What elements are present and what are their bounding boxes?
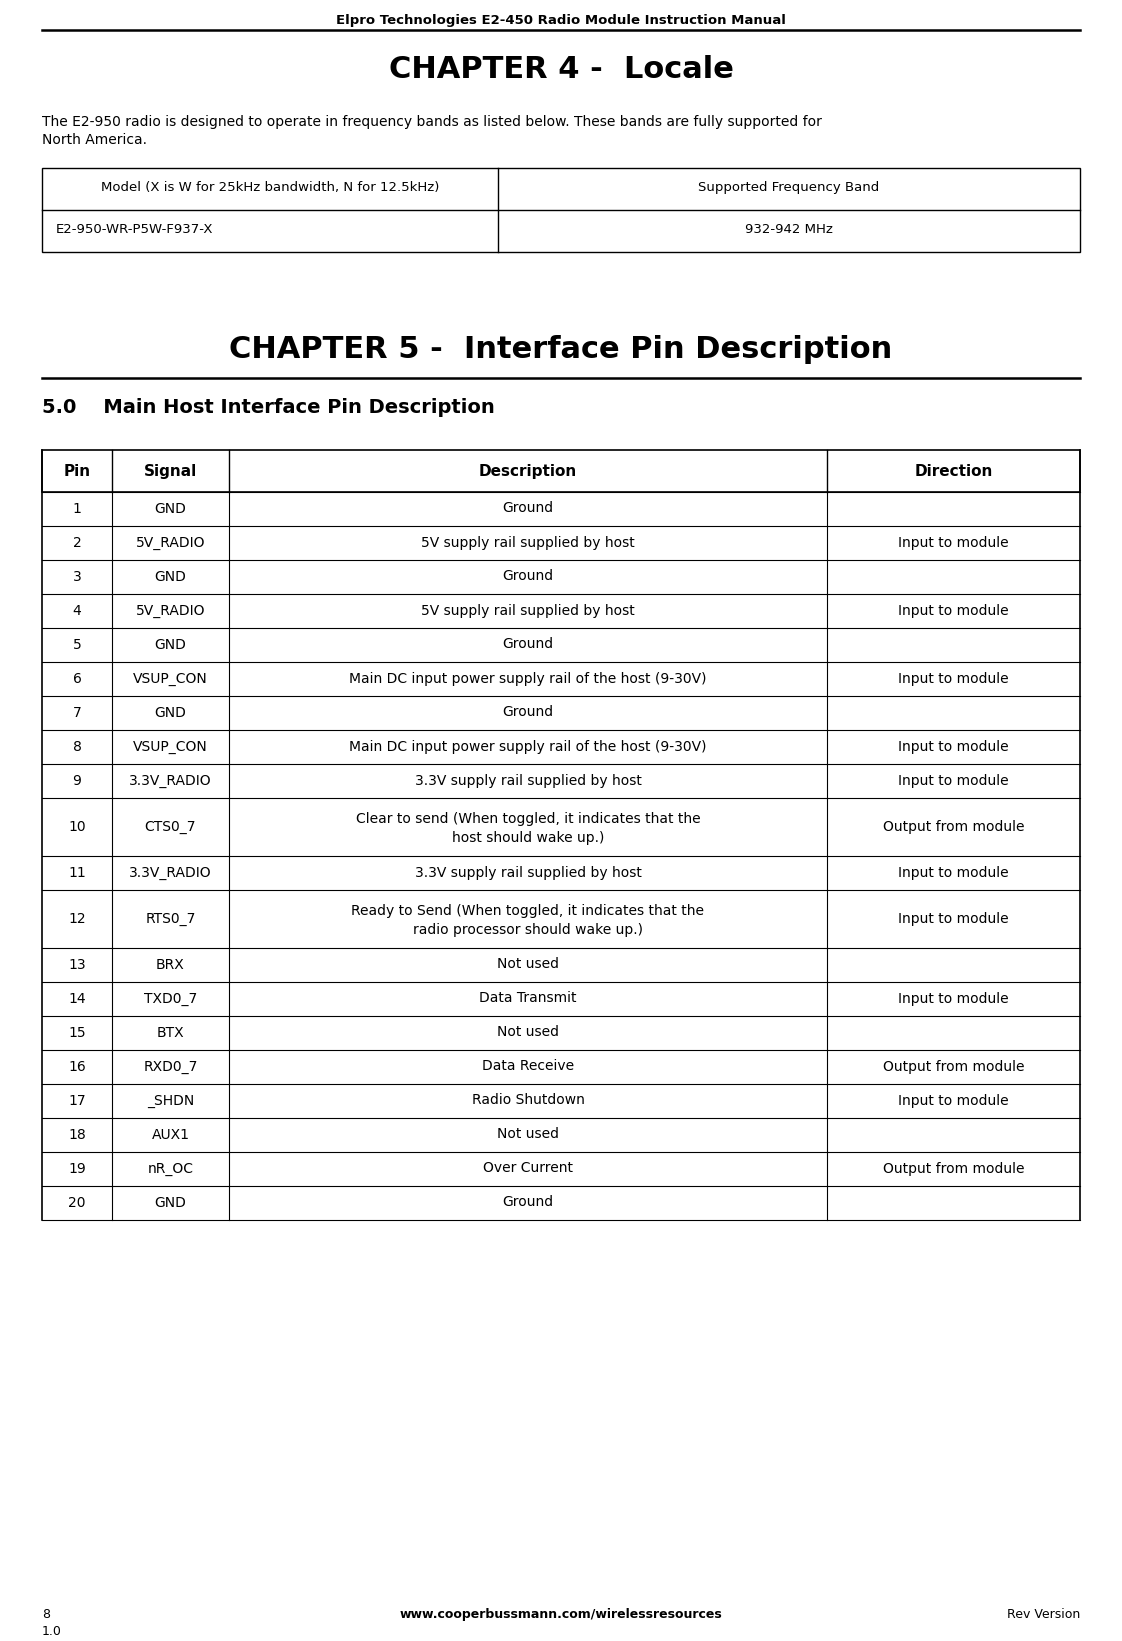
Text: 13: 13 [68,958,85,971]
Text: Ground: Ground [503,502,553,515]
Text: Ground: Ground [503,1196,553,1209]
Text: 5.0    Main Host Interface Pin Description: 5.0 Main Host Interface Pin Description [42,399,495,417]
Text: 8: 8 [42,1608,50,1621]
Text: _SHDN: _SHDN [147,1095,194,1108]
Text: RXD0_7: RXD0_7 [144,1060,197,1073]
Text: Main DC input power supply rail of the host (9-30V): Main DC input power supply rail of the h… [349,671,707,686]
Text: Data Receive: Data Receive [482,1060,574,1073]
Text: 16: 16 [68,1060,86,1073]
Text: Input to module: Input to module [899,673,1009,686]
Text: Not used: Not used [497,1026,559,1039]
Text: BRX: BRX [156,958,185,971]
Text: Ready to Send (When toggled, it indicates that the
radio processor should wake u: Ready to Send (When toggled, it indicate… [351,904,705,937]
Text: 932-942 MHz: 932-942 MHz [745,223,833,236]
Text: CHAPTER 5 -  Interface Pin Description: CHAPTER 5 - Interface Pin Description [229,335,893,364]
Text: Main DC input power supply rail of the host (9-30V): Main DC input power supply rail of the h… [349,740,707,753]
Text: CHAPTER 4 -  Locale: CHAPTER 4 - Locale [388,56,734,84]
Text: 17: 17 [68,1095,85,1108]
Text: 5: 5 [73,638,82,651]
Text: The E2-950 radio is designed to operate in frequency bands as listed below. Thes: The E2-950 radio is designed to operate … [42,115,822,148]
Text: Output from module: Output from module [883,1162,1024,1177]
Text: CTS0_7: CTS0_7 [145,820,196,834]
Text: GND: GND [155,1196,186,1209]
Text: GND: GND [155,638,186,651]
Text: AUX1: AUX1 [151,1127,190,1142]
Text: 1.0: 1.0 [42,1625,62,1638]
Text: Input to module: Input to module [899,866,1009,880]
Text: Output from module: Output from module [883,1060,1024,1073]
Text: 2: 2 [73,537,82,550]
Text: GND: GND [155,569,186,584]
Text: 6: 6 [73,673,82,686]
Text: Output from module: Output from module [883,820,1024,834]
Text: Not used: Not used [497,1127,559,1142]
Text: 5V supply rail supplied by host: 5V supply rail supplied by host [421,535,635,550]
Text: 8: 8 [73,740,82,753]
Text: 3.3V supply rail supplied by host: 3.3V supply rail supplied by host [414,865,642,880]
Text: 3.3V_RADIO: 3.3V_RADIO [129,775,212,788]
Text: Elpro Technologies E2-450 Radio Module Instruction Manual: Elpro Technologies E2-450 Radio Module I… [337,15,785,26]
Text: Pin: Pin [64,464,91,479]
Text: 5V_RADIO: 5V_RADIO [136,537,205,550]
Text: 9: 9 [73,775,82,788]
Text: E2-950-WR-P5W-F937-X: E2-950-WR-P5W-F937-X [56,223,213,236]
Text: Ground: Ground [503,637,553,651]
Text: RTS0_7: RTS0_7 [146,912,195,926]
Text: Input to module: Input to module [899,604,1009,619]
Text: 3.3V_RADIO: 3.3V_RADIO [129,866,212,880]
Text: 5V supply rail supplied by host: 5V supply rail supplied by host [421,604,635,617]
Text: 5V_RADIO: 5V_RADIO [136,604,205,619]
Bar [42,450,1080,492]
Text: Rev Version: Rev Version [1006,1608,1080,1621]
Text: Clear to send (When toggled, it indicates that the
host should wake up.): Clear to send (When toggled, it indicate… [356,812,700,845]
Text: Description: Description [479,464,577,479]
Text: Supported Frequency Band: Supported Frequency Band [698,181,880,194]
Text: Input to module: Input to module [899,775,1009,788]
Text: VSUP_CON: VSUP_CON [134,740,208,753]
Text: GND: GND [155,706,186,720]
Text: Not used: Not used [497,957,559,971]
Text: 14: 14 [68,993,85,1006]
Text: www.cooperbussmann.com/wirelessresources: www.cooperbussmann.com/wirelessresources [399,1608,723,1621]
Text: 11: 11 [68,866,86,880]
Text: Input to module: Input to module [899,912,1009,926]
Text: Radio Shutdown: Radio Shutdown [471,1093,585,1108]
Text: 10: 10 [68,820,85,834]
Text: Over Current: Over Current [482,1162,573,1175]
Text: Input to module: Input to module [899,993,1009,1006]
Text: nR_OC: nR_OC [147,1162,193,1177]
Text: Input to module: Input to module [899,1095,1009,1108]
Text: BTX: BTX [157,1026,184,1040]
Text: 18: 18 [68,1127,86,1142]
Text: 4: 4 [73,604,82,619]
Text: 20: 20 [68,1196,85,1209]
Text: VSUP_CON: VSUP_CON [134,673,208,686]
Text: 1: 1 [73,502,82,515]
Text: Direction: Direction [914,464,993,479]
Text: Ground: Ground [503,569,553,584]
Text: Input to module: Input to module [899,537,1009,550]
Text: 15: 15 [68,1026,85,1040]
Text: Ground: Ground [503,706,553,719]
Text: 3: 3 [73,569,82,584]
Text: 3.3V supply rail supplied by host: 3.3V supply rail supplied by host [414,773,642,788]
Text: TXD0_7: TXD0_7 [144,993,197,1006]
Text: 19: 19 [68,1162,86,1177]
Text: Signal: Signal [144,464,197,479]
Text: 7: 7 [73,706,82,720]
Text: GND: GND [155,502,186,515]
Text: Data Transmit: Data Transmit [479,991,577,1006]
Text: 12: 12 [68,912,85,926]
Text: Input to module: Input to module [899,740,1009,753]
Bar [42,167,1080,253]
Text: Model (X is W for 25kHz bandwidth, N for 12.5kHz): Model (X is W for 25kHz bandwidth, N for… [101,181,439,194]
